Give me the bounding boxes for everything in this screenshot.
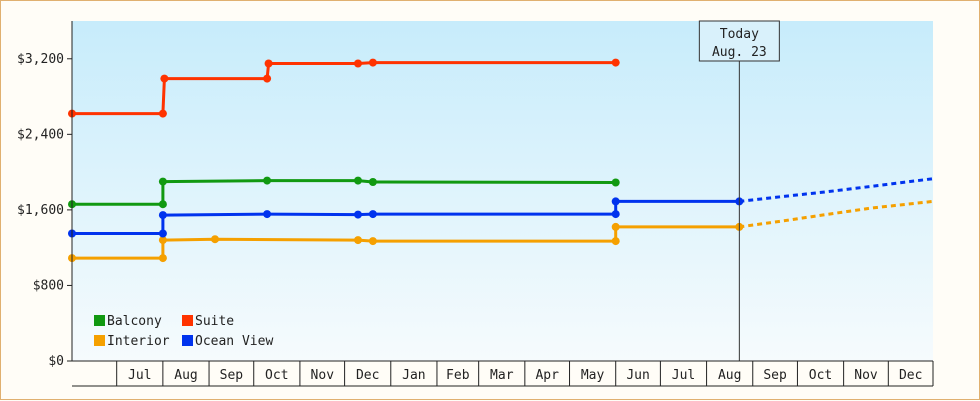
today-marker: Today Aug. 23 [698,20,780,361]
plot-background [72,21,933,361]
data-point-balcony-4 [354,176,362,185]
today-callout-label: Today [720,27,759,42]
axes: $0 $800 $1,600 $2,400 $3,200 Jul Aug Sep Oct Nov D… [17,21,934,387]
today-callout-box [698,20,780,62]
data-point-ocean-view-6 [611,210,620,219]
data-point-interior-2 [158,236,167,245]
x-tick-label-7: Feb [446,368,470,383]
data-point-balcony-6 [611,178,620,187]
legend: Balcony Suite Interior Ocean View [94,314,273,349]
y-tick-label-1: $800 [33,278,64,293]
data-point-suite-1 [158,109,167,118]
data-point-balcony-5 [368,178,377,186]
data-point-balcony-1 [158,200,167,209]
x-tick-label-2: Sep [220,368,244,383]
data-point-interior-6 [611,237,620,246]
data-point-suite-2 [160,74,169,83]
data-point-suite-6 [368,58,377,67]
forecast-line-ocean-view [739,177,934,203]
y-tick-label-0: $0 [48,354,64,369]
data-point-interior-3 [211,235,219,244]
series-ocean-view [68,177,934,238]
x-tick-label-11: Jun [626,368,649,383]
x-tick-label-14: Sep [763,368,787,383]
x-tick-label-15: Oct [809,368,832,383]
y-tick-label-3: $2,400 [17,127,64,142]
data-point-suite-3 [263,74,272,83]
data-point-interior-5 [368,237,377,246]
x-tick-label-3: Oct [265,368,288,383]
x-tick-label-13: Aug [718,368,741,383]
x-tick-label-10: May [581,368,605,383]
x-tick-label-4: Nov [311,368,335,383]
data-point-ocean-view-2 [158,211,167,220]
today-callout-date: Aug. 23 [712,45,767,60]
x-tick-label-8: Mar [490,368,514,383]
data-point-suite-5 [354,59,362,68]
series-layer [68,58,934,263]
data-point-interior-4 [354,236,362,245]
forecast-line-interior [739,199,934,229]
data-point-ocean-view-1 [158,229,167,238]
data-point-interior-1 [158,254,167,263]
legend-label-balcony: Balcony [107,314,162,329]
data-point-ocean-view-7 [611,197,620,206]
data-point-ocean-view-5 [368,210,377,219]
legend-label-ocean-view: Ocean View [195,334,273,349]
legend-swatch-balcony [94,315,105,326]
legend-swatch-suite [182,315,193,326]
legend-label-interior: Interior [107,334,170,349]
data-point-ocean-view-3 [263,210,272,219]
x-tick-label-5: Dec [356,368,379,383]
data-point-interior-7 [611,222,620,231]
y-tick-label-4: $3,200 [17,52,64,67]
x-tick-label-12: Jul [672,368,695,383]
x-tick-label-1: Aug [174,368,197,383]
data-point-suite-7 [611,58,620,67]
x-tick-label-16: Nov [854,368,878,383]
data-point-suite-4 [264,59,273,68]
y-tick-label-2: $1,600 [17,203,64,218]
data-point-balcony-3 [263,176,272,185]
legend-swatch-ocean-view [182,335,193,346]
x-tick-label-6: Jan [402,368,425,383]
legend-label-suite: Suite [195,314,234,329]
x-tick-label-0: Jul [128,368,151,383]
x-tick-label-9: Apr [535,368,559,383]
x-tick-label-17: Dec [899,368,922,383]
legend-swatch-interior [94,335,105,346]
data-point-balcony-2 [158,177,167,186]
series-balcony [68,176,620,209]
data-point-ocean-view-4 [354,210,362,219]
